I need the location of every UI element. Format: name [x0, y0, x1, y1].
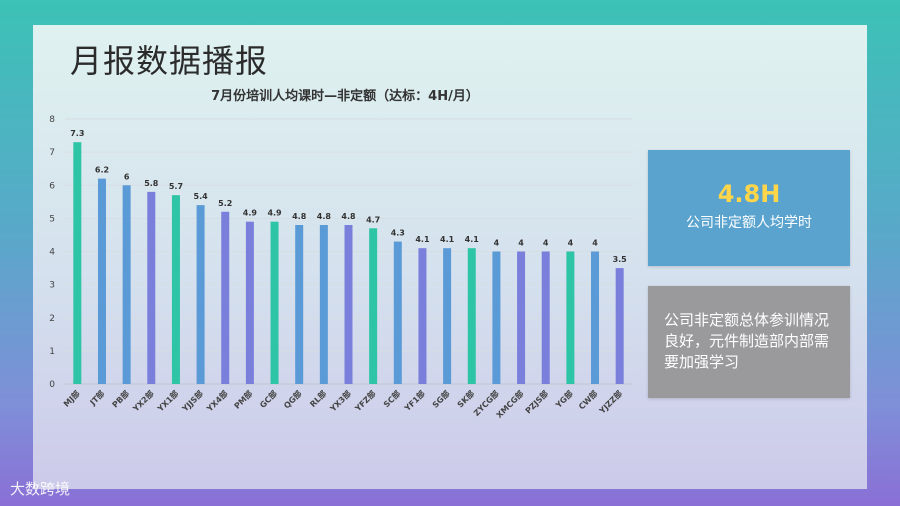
bar: [467, 248, 476, 384]
data-label: 4.9: [267, 209, 282, 218]
bar: [171, 195, 180, 384]
category-label: PM部: [232, 388, 255, 411]
data-label: 4.9: [243, 209, 258, 218]
category-label: CW部: [576, 388, 599, 411]
data-label: 5.7: [169, 182, 183, 191]
y-tick-label: 4: [49, 248, 55, 258]
data-label: 4: [494, 239, 500, 248]
category-label: XMCG部: [494, 388, 526, 420]
data-label: 4.7: [366, 215, 380, 224]
note-card: 公司非定额总体参训情况良好，元件制造部内部需要加强学习: [648, 286, 850, 398]
bar: [73, 142, 82, 384]
bar: [196, 205, 205, 384]
data-label: 6: [124, 172, 130, 181]
data-label: 4.3: [391, 229, 405, 238]
category-label: YJJS部: [179, 388, 205, 414]
category-label: YX4部: [204, 388, 230, 414]
bar: [418, 248, 427, 384]
category-label: MJ部: [61, 388, 81, 408]
bar: [147, 191, 156, 384]
y-tick-label: 3: [49, 281, 55, 291]
data-label: 4.1: [465, 235, 480, 244]
bar: [295, 225, 304, 384]
bar: [591, 251, 600, 384]
y-tick-label: 8: [49, 115, 55, 125]
summary-card: 4.8H 公司非定额人均学时: [648, 150, 850, 266]
category-label: RL部: [308, 388, 329, 409]
y-tick-label: 1: [49, 347, 55, 357]
category-label: YJZZ部: [596, 388, 624, 416]
category-label: YF1部: [402, 388, 427, 413]
chart-title: 7月份培训人均课时—非定额（达标：4H/月）: [211, 89, 479, 104]
data-label: 5.2: [218, 199, 232, 208]
category-label: YFZ部: [352, 388, 378, 414]
y-tick-label: 0: [49, 380, 55, 390]
category-label: YX1部: [155, 388, 181, 414]
y-tick-label: 2: [49, 314, 55, 324]
category-label: SK部: [455, 388, 476, 409]
category-label: YX3部: [327, 388, 353, 414]
data-label: 5.8: [144, 179, 159, 188]
summary-caption: 公司非定额人均学时: [686, 215, 812, 231]
y-tick-label: 6: [49, 181, 55, 191]
category-label: PB部: [110, 388, 131, 409]
bar: [615, 268, 624, 384]
category-label: GC部: [257, 388, 279, 410]
bar: [270, 221, 279, 384]
bar: [97, 178, 106, 384]
y-tick-label: 5: [49, 214, 55, 224]
bar: [517, 251, 526, 384]
data-label: 4.8: [317, 212, 332, 221]
data-label: 4: [543, 239, 549, 248]
data-label: 5.4: [194, 192, 209, 201]
data-label: 4: [592, 239, 598, 248]
bar: [541, 251, 550, 384]
bar: [319, 225, 328, 384]
bar: [344, 225, 353, 384]
summary-value: 4.8H: [717, 180, 781, 208]
category-label: PZJS部: [523, 388, 550, 415]
bar: [443, 248, 452, 384]
category-label: YG部: [553, 388, 575, 410]
note-text: 公司非定额总体参训情况良好，元件制造部内部需要加强学习: [664, 311, 830, 371]
category-label: SC部: [381, 388, 402, 409]
data-label: 4: [568, 239, 574, 248]
y-tick-label: 7: [49, 148, 55, 158]
bar: [566, 251, 575, 384]
data-label: 4.8: [341, 212, 356, 221]
data-label: 7.3: [70, 129, 84, 138]
category-label: YX2部: [130, 388, 156, 414]
category-label: QG部: [281, 388, 303, 410]
bar: [245, 221, 254, 384]
data-label: 4: [518, 239, 524, 248]
bar: [221, 211, 230, 384]
slide-title: 月报数据播报: [70, 42, 269, 80]
bar: [369, 228, 378, 384]
data-label: 6.2: [95, 166, 109, 175]
data-label: 4.1: [440, 235, 455, 244]
bar: [492, 251, 501, 384]
data-label: 3.5: [613, 255, 628, 264]
category-label: SG部: [430, 388, 451, 409]
bar: [393, 241, 402, 384]
data-label: 4.1: [415, 235, 430, 244]
watermark-logo: 大数跨境: [10, 480, 71, 498]
bar: [122, 185, 131, 384]
data-label: 4.8: [292, 212, 307, 221]
category-label: JT部: [87, 388, 106, 407]
